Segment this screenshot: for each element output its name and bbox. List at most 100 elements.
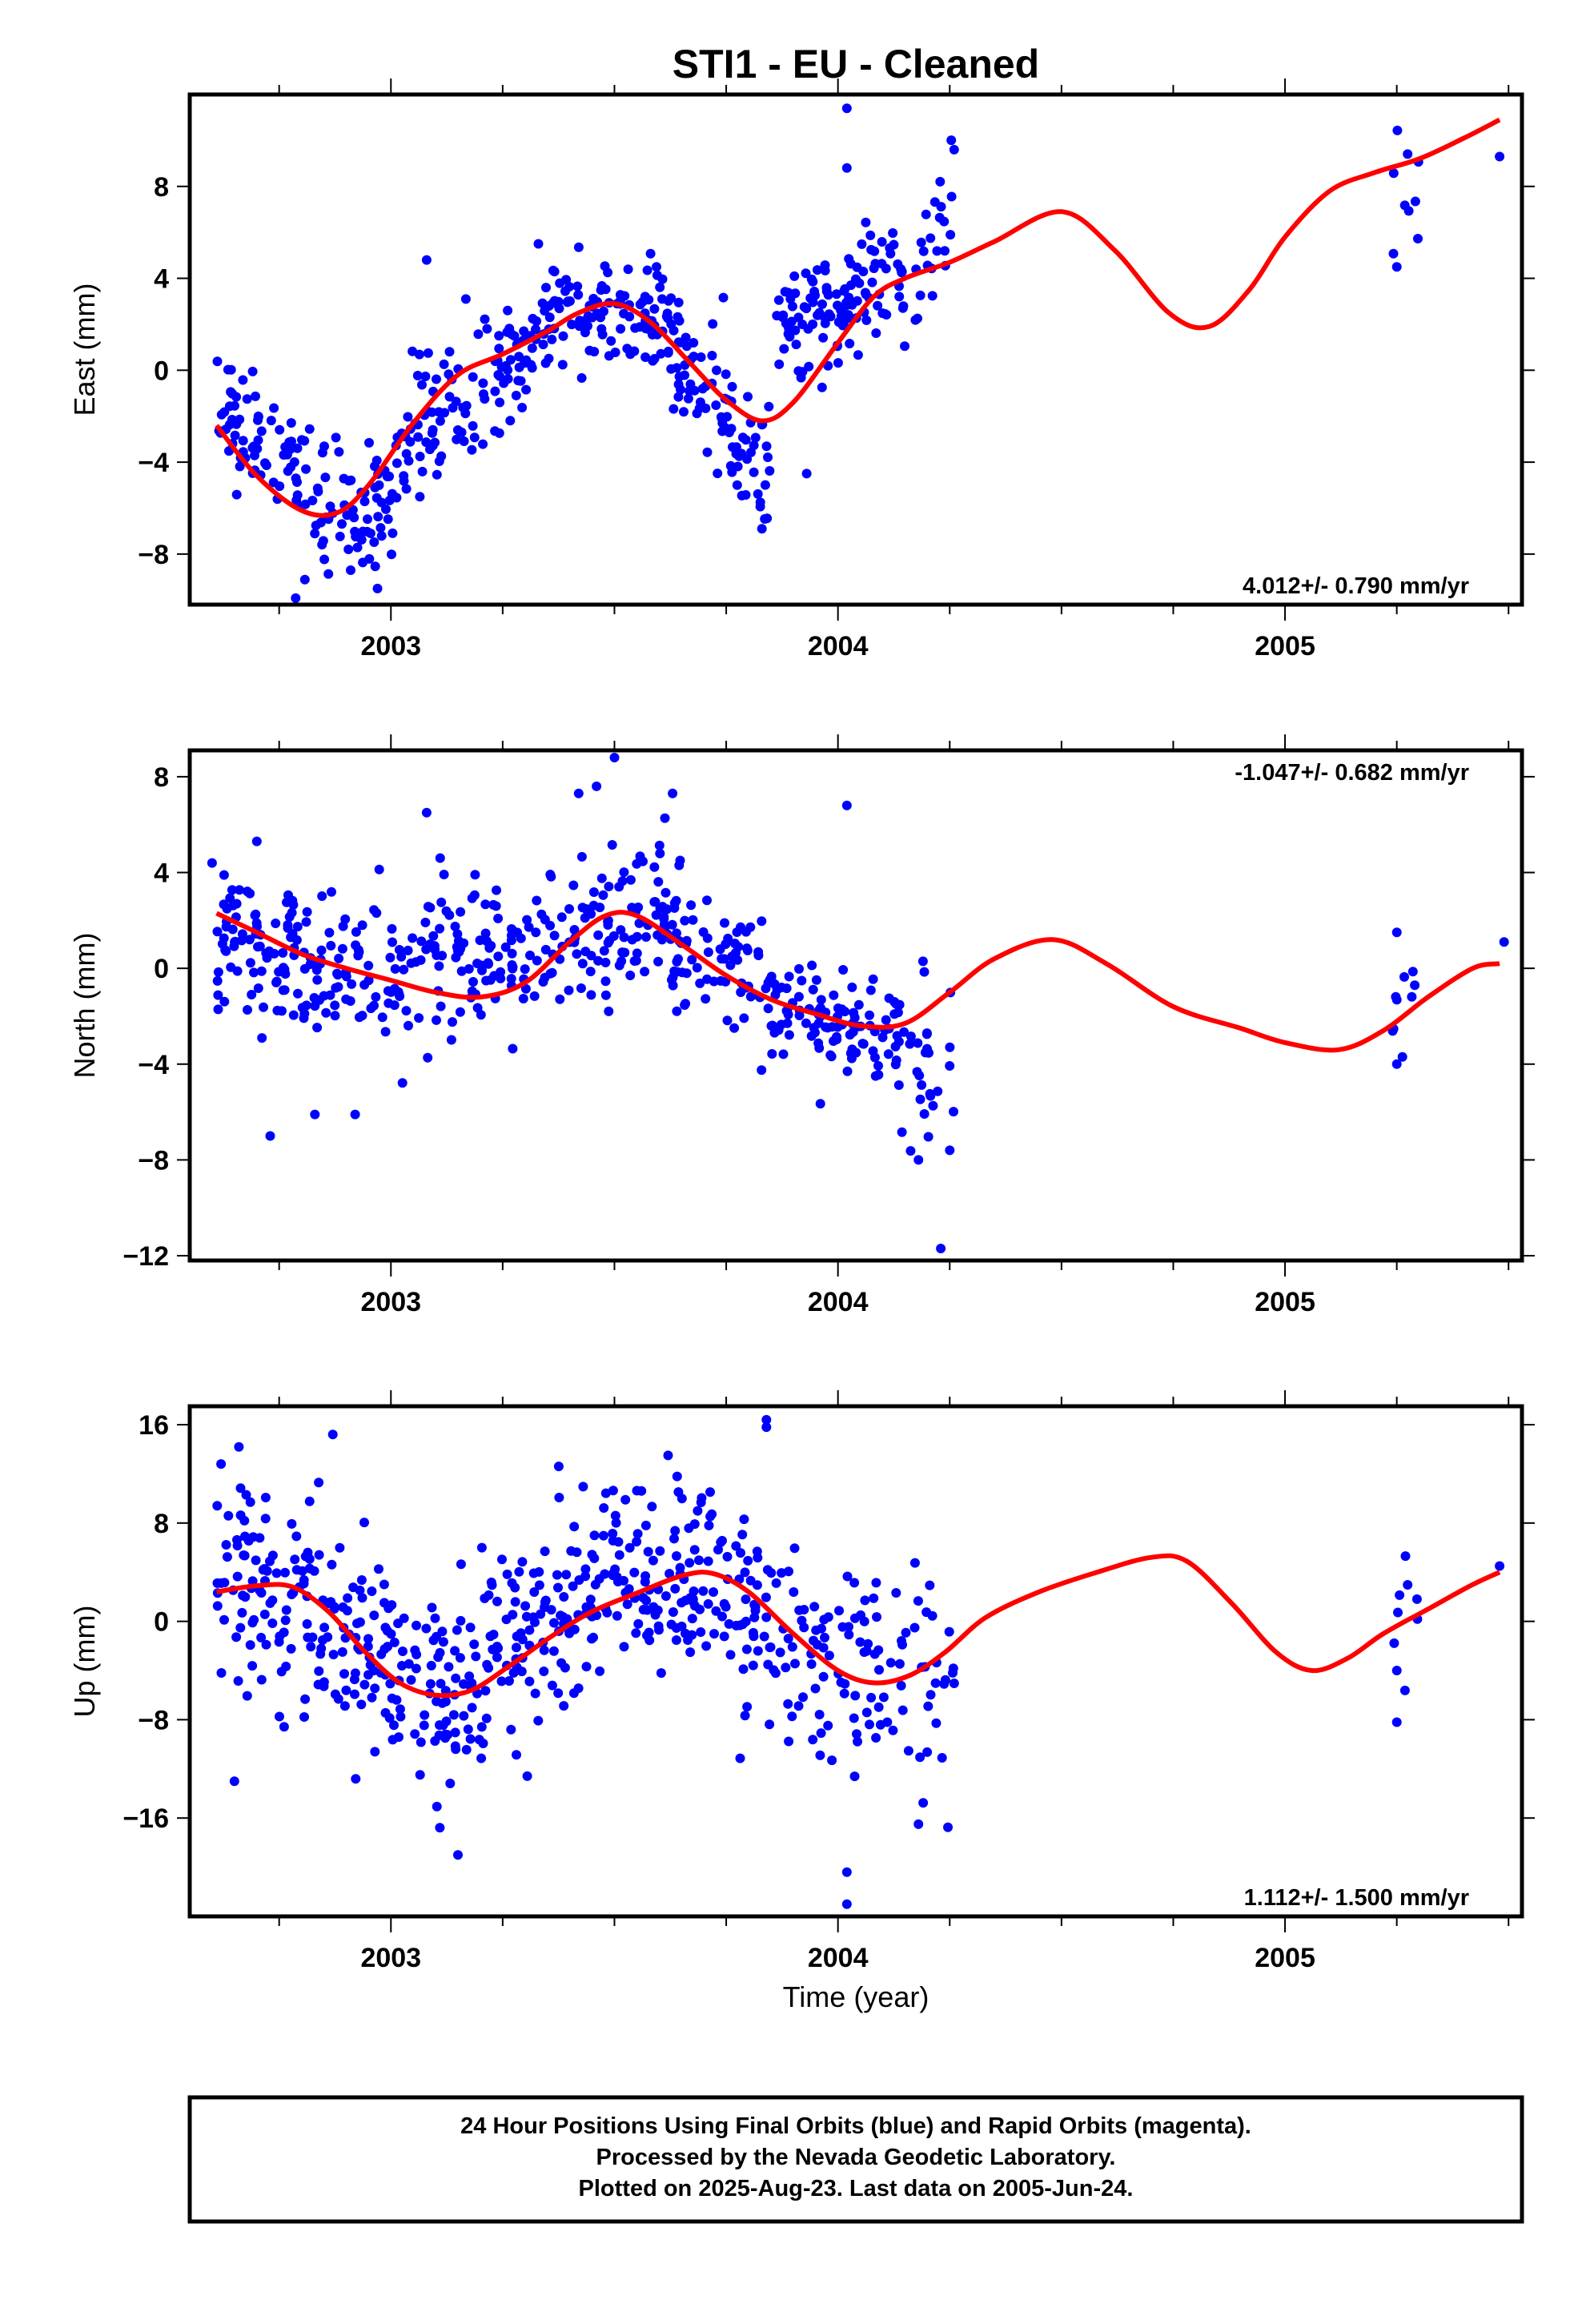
data-point xyxy=(569,1624,580,1634)
data-point xyxy=(432,1015,441,1025)
data-point xyxy=(568,880,579,891)
data-point xyxy=(469,890,480,900)
data-point xyxy=(717,1611,727,1622)
data-point xyxy=(663,1450,673,1461)
data-point xyxy=(946,191,957,202)
data-point xyxy=(391,493,402,503)
data-point xyxy=(1399,1685,1410,1695)
data-point xyxy=(518,994,528,1003)
data-point xyxy=(872,1612,881,1622)
data-point xyxy=(256,1588,267,1598)
data-point xyxy=(693,1506,703,1516)
data-point xyxy=(547,1680,557,1691)
data-point xyxy=(545,920,556,931)
data-point xyxy=(386,1629,396,1639)
data-point xyxy=(687,955,697,965)
data-point xyxy=(311,521,321,531)
data-point xyxy=(483,958,493,968)
data-point xyxy=(695,397,705,408)
data-point xyxy=(271,1568,282,1578)
data-point xyxy=(766,971,777,982)
data-point xyxy=(749,467,759,477)
data-point xyxy=(506,1724,516,1735)
data-point xyxy=(580,913,590,923)
data-point xyxy=(673,380,684,389)
data-point xyxy=(608,1535,618,1546)
data-point xyxy=(748,1627,758,1638)
data-point xyxy=(299,1712,309,1722)
data-point xyxy=(1391,1666,1402,1675)
data-point xyxy=(649,354,660,364)
data-point xyxy=(913,1596,923,1606)
data-point xyxy=(473,329,484,340)
data-point xyxy=(832,1034,842,1044)
data-point xyxy=(755,497,765,508)
data-point xyxy=(719,1598,729,1609)
data-point xyxy=(765,1642,776,1652)
data-point xyxy=(223,1510,234,1521)
data-point xyxy=(811,1625,821,1635)
data-point xyxy=(810,1683,821,1694)
data-point xyxy=(748,1660,758,1671)
data-point xyxy=(596,324,607,334)
data-point xyxy=(349,513,359,523)
data-point xyxy=(435,923,445,934)
data-point xyxy=(287,1590,297,1599)
data-point xyxy=(520,983,531,994)
data-point xyxy=(675,855,685,866)
data-point xyxy=(928,1100,938,1111)
data-point xyxy=(785,332,795,342)
data-point xyxy=(598,890,608,900)
data-point xyxy=(383,1642,393,1652)
data-point xyxy=(304,424,315,434)
data-point xyxy=(314,1550,324,1560)
data-point xyxy=(262,1566,272,1576)
data-point xyxy=(490,386,500,396)
data-point xyxy=(337,943,347,954)
data-point xyxy=(922,1043,932,1054)
data-point xyxy=(370,1683,380,1694)
data-point xyxy=(702,895,712,906)
data-point xyxy=(586,990,596,1000)
data-point xyxy=(604,351,614,361)
data-point xyxy=(806,1031,817,1041)
data-point xyxy=(1410,196,1420,207)
data-point xyxy=(655,1546,665,1556)
data-point xyxy=(461,400,472,411)
data-point xyxy=(352,542,363,553)
data-point xyxy=(230,430,240,440)
data-point xyxy=(351,927,361,937)
data-point xyxy=(1400,1551,1411,1562)
data-point xyxy=(490,426,500,436)
data-point xyxy=(882,1717,893,1727)
data-point xyxy=(268,477,279,488)
data-point xyxy=(555,278,565,288)
data-point xyxy=(839,1688,849,1699)
data-point xyxy=(459,1679,468,1689)
rate-label: -1.047+/- 0.682 mm/yr xyxy=(1235,760,1469,786)
data-point xyxy=(689,1545,700,1555)
data-point xyxy=(692,963,702,973)
data-point xyxy=(434,1730,444,1740)
data-point xyxy=(448,1017,457,1027)
data-point xyxy=(363,1634,373,1644)
data-point xyxy=(871,1578,881,1588)
data-point xyxy=(681,1628,690,1638)
data-point xyxy=(244,935,255,945)
data-point xyxy=(476,1010,486,1020)
data-point xyxy=(512,1642,521,1653)
data-point xyxy=(897,267,907,278)
data-point xyxy=(248,1532,259,1542)
data-point xyxy=(930,1678,941,1688)
data-point xyxy=(660,813,670,823)
data-point xyxy=(399,1613,409,1623)
data-point xyxy=(841,1867,852,1877)
data-point xyxy=(476,1542,487,1553)
data-point xyxy=(797,320,808,329)
data-point xyxy=(467,444,477,455)
data-point xyxy=(770,990,781,1000)
data-point xyxy=(701,994,711,1004)
data-point xyxy=(823,290,833,300)
data-point xyxy=(598,1530,608,1541)
data-point xyxy=(873,1060,883,1071)
